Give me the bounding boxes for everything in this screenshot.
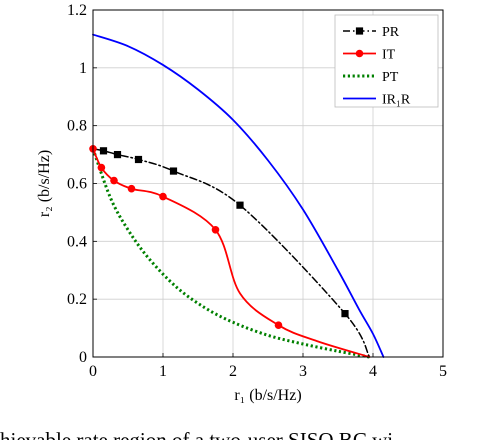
data-point — [113, 150, 122, 159]
legend-marker — [355, 49, 364, 58]
data-point — [127, 184, 136, 193]
legend-label: IT — [382, 48, 396, 63]
x-tick-label: 3 — [299, 363, 307, 380]
y-tick-label: 0.6 — [67, 176, 87, 193]
series-line — [92, 147, 371, 358]
x-tick-label: 5 — [439, 363, 447, 380]
x-tick-label: 1 — [159, 363, 167, 380]
legend: PR IT PT IR₁R — [334, 14, 439, 108]
data-point — [274, 321, 283, 329]
series-line — [91, 148, 370, 359]
data-point — [236, 201, 244, 209]
y-tick-label: 0.8 — [67, 118, 87, 135]
data-point — [341, 310, 349, 318]
y-tick-label: 0 — [79, 349, 87, 366]
series-layer — [89, 33, 385, 359]
series-line — [92, 148, 371, 358]
x-tick-label: 4 — [369, 363, 377, 380]
legend-label: PR — [382, 25, 400, 40]
y-tick-label: 1 — [79, 60, 87, 77]
figure-caption: hievable rate region of a two-user SISO … — [0, 428, 393, 440]
series-group — [89, 145, 371, 358]
legend-box — [334, 14, 439, 108]
data-point — [110, 176, 118, 185]
legend-label: IR₁R — [382, 93, 411, 108]
series-line — [92, 33, 385, 358]
data-point — [169, 167, 178, 175]
x-axis-label: r₁ (b/s/Hz) — [234, 387, 301, 404]
y-axis-label: r₂ (b/s/Hz) — [36, 150, 53, 217]
data-point — [211, 225, 220, 234]
legend-marker — [355, 27, 364, 35]
data-point — [99, 147, 108, 155]
y-tick-label: 0.4 — [67, 233, 87, 250]
y-tick-label: 0.2 — [67, 291, 87, 308]
data-point — [134, 155, 143, 164]
series-group — [92, 147, 371, 358]
data-point — [159, 192, 167, 201]
x-tick-label: 0 — [89, 363, 97, 380]
legend-label: PT — [382, 70, 399, 85]
x-tick-label: 2 — [229, 363, 237, 380]
series-group — [92, 33, 385, 358]
series-group — [91, 148, 370, 359]
axis-ticks: 0 1 2 3 4 5 0 0.2 0.4 0.6 0.8 1 1.2 — [67, 2, 447, 380]
y-tick-label: 1.2 — [67, 2, 87, 19]
data-point — [97, 163, 106, 172]
